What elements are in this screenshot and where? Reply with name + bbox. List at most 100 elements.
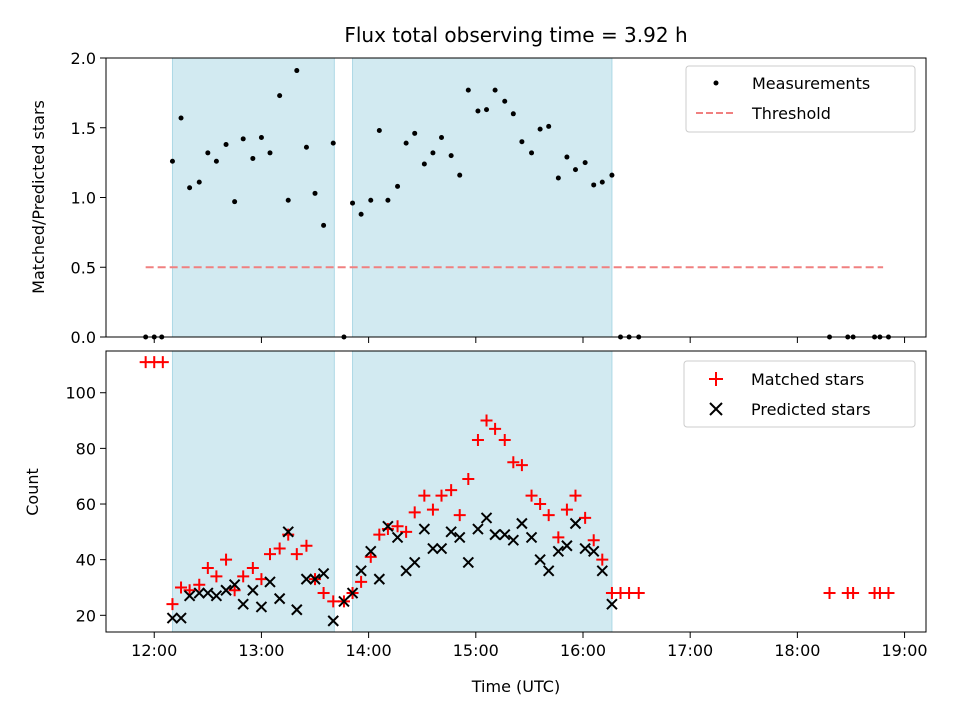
predicted-star-point <box>373 573 386 585</box>
predicted-star-point <box>291 604 303 616</box>
measurement-point <box>395 183 401 189</box>
measurement-point <box>412 130 418 136</box>
predicted-star-point <box>338 595 350 608</box>
matched-star-point <box>426 503 439 516</box>
predicted-star-point <box>427 542 439 555</box>
predicted-star-point <box>552 545 565 558</box>
predicted-star-point <box>202 587 214 599</box>
measurement-point <box>223 141 229 147</box>
matched-star-point <box>183 584 196 597</box>
bottom-y-tick-label: 80 <box>76 439 96 458</box>
predicted-star-point <box>210 590 223 602</box>
top-y-tick-label: 0.5 <box>71 258 96 277</box>
measurement-point <box>205 150 211 156</box>
matched-star-point <box>534 498 547 511</box>
matched-star-point <box>453 509 466 522</box>
chart-title: Flux total observing time = 3.92 h <box>344 23 687 47</box>
x-axis-label: Time (UTC) <box>471 677 560 696</box>
bottom-y-tick-label: 60 <box>76 495 96 514</box>
bottom-y-tick-label: 100 <box>65 384 96 403</box>
matched-star-point <box>193 578 206 591</box>
predicted-star-point <box>193 587 205 599</box>
predicted-star-point <box>472 523 484 535</box>
measurement-point <box>465 87 471 93</box>
predicted-star-point <box>220 584 232 596</box>
matched-star-point <box>373 528 386 541</box>
legend-matched-label: Matched stars <box>751 370 864 389</box>
matched-star-point <box>480 414 493 427</box>
predicted-star-point <box>516 517 528 530</box>
measurement-point <box>609 172 615 178</box>
measurement-point <box>178 115 184 121</box>
legend-measurements-marker <box>713 80 719 86</box>
measurement-point <box>240 136 246 142</box>
measurement-point <box>475 108 481 114</box>
measurement-point <box>555 175 561 181</box>
predicted-star-point <box>183 590 196 602</box>
matched-star-point <box>569 489 582 502</box>
measurement-point <box>564 154 570 160</box>
matched-star-point <box>355 575 368 588</box>
measurement-point <box>403 140 409 146</box>
bottom-y-axis-label: Count <box>23 468 42 516</box>
predicted-star-point <box>365 545 377 558</box>
bottom-axes-frame <box>105 350 927 633</box>
matched-star-point <box>290 548 303 561</box>
x-tick-label: 15:00 <box>453 641 499 660</box>
predicted-star-point <box>542 565 555 577</box>
x-tick-label: 14:00 <box>346 641 392 660</box>
legend-measurements-label: Measurements <box>752 74 870 93</box>
measurement-point <box>350 200 356 206</box>
bottom-y-tick-label: 40 <box>76 551 96 570</box>
predicted-star-point <box>454 531 466 544</box>
measurement-point <box>213 158 219 164</box>
top-y-tick-label: 1.0 <box>71 189 96 208</box>
top-y-tick-label: 0.0 <box>71 328 96 347</box>
x-tick-label: 13:00 <box>238 641 284 660</box>
predicted-star-point <box>327 615 339 627</box>
matched-star-point <box>471 434 484 447</box>
predicted-star-point <box>569 517 582 530</box>
measurement-point <box>529 150 535 156</box>
matched-star-point <box>596 553 609 566</box>
measurement-point <box>421 161 427 167</box>
count-panel: 20 40 60 80 100 12:00 13:00 14:00 15:00 16:00 17:0… <box>65 350 928 660</box>
top-legend-frame <box>685 65 916 133</box>
predicted-star-point <box>525 531 538 544</box>
predicted-star-point <box>264 576 276 588</box>
predicted-star-point <box>346 587 359 599</box>
bottom-legend: Matched stars Predicted stars <box>683 360 916 428</box>
matched-star-point <box>156 356 169 369</box>
predicted-star-point <box>175 612 187 624</box>
measurement-point <box>519 139 525 145</box>
predicted-star-point <box>408 556 421 569</box>
measurement-point <box>312 190 318 196</box>
predicted-star-point <box>166 612 179 624</box>
matched-star-point <box>847 587 860 600</box>
measurement-point <box>267 150 273 156</box>
matched-star-point <box>364 550 377 563</box>
matched-star-point <box>445 484 458 497</box>
predicted-star-point <box>489 528 501 541</box>
measurement-point <box>303 144 309 150</box>
matched-star-point <box>237 570 250 583</box>
x-tick-label: 12:00 <box>131 641 177 660</box>
predicted-star-point <box>418 523 431 535</box>
measurement-point <box>285 197 291 203</box>
measurement-point <box>439 135 445 141</box>
matched-star-point <box>220 553 233 566</box>
measurement-point <box>537 126 543 132</box>
matched-star-point <box>515 459 528 472</box>
measurement-point <box>484 107 490 113</box>
predicted-star-point <box>282 526 294 538</box>
bottom-shaded-interval <box>352 350 613 633</box>
x-tick-label: 16:00 <box>560 641 606 660</box>
measurement-point <box>430 150 436 156</box>
predicted-star-point <box>317 567 330 580</box>
predicted-star-point <box>300 573 313 585</box>
measurement-point <box>258 135 264 141</box>
matched-star-point <box>507 456 520 469</box>
predicted-star-point <box>228 578 241 591</box>
measurement-point <box>232 199 238 205</box>
